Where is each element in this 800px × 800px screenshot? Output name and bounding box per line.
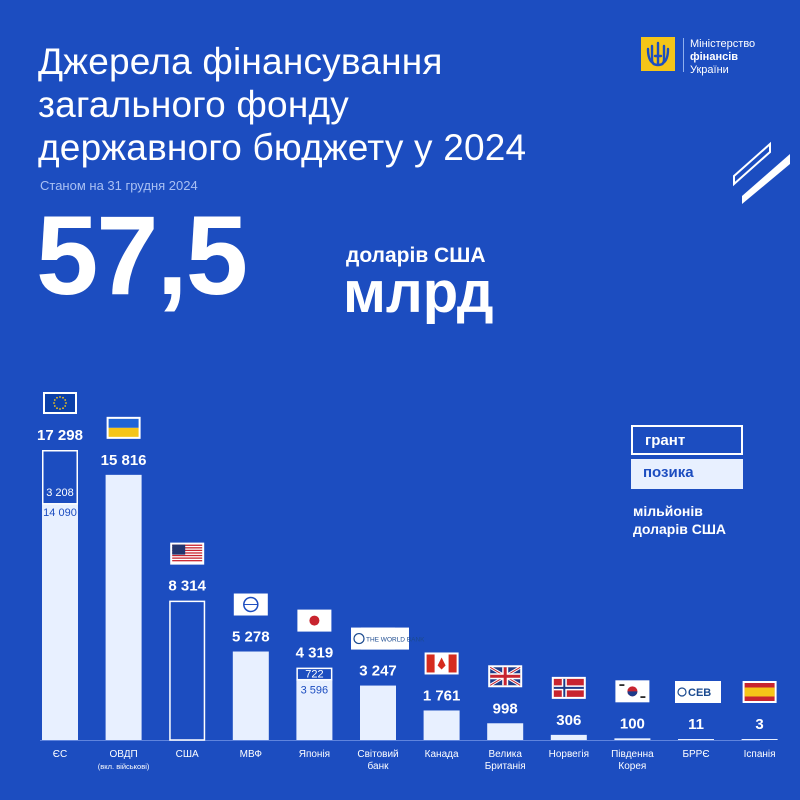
bar-total-label: 3 — [755, 716, 763, 733]
legend-unit-line: мільйонів — [633, 503, 703, 519]
bar-loan — [423, 710, 460, 740]
legend-unit-line: доларів США — [633, 521, 726, 537]
category-label: МВФ — [240, 749, 263, 760]
legend-grant: грант — [631, 425, 743, 455]
svg-text:CEB: CEB — [688, 687, 711, 699]
bar-total-label: 4 319 — [296, 645, 334, 662]
total-unit-scale: млрд — [343, 260, 494, 325]
category-label: Іспанія — [744, 749, 776, 760]
bar-loan — [614, 738, 651, 740]
category-label: ОВДП — [109, 749, 137, 760]
category-label: Канада — [425, 749, 459, 760]
title-line: державного бюджету у 2024 — [38, 127, 527, 168]
logo-divider — [683, 38, 684, 72]
title-line: загального фонду — [38, 84, 349, 125]
category-label: банк — [368, 760, 390, 772]
category-label: Велика — [488, 749, 522, 760]
eu-flag-icon — [43, 392, 77, 414]
category-sublabel: (вкл. військові) — [98, 762, 150, 771]
page-title: Джерела фінансування загального фонду де… — [38, 40, 526, 169]
total-value: 57,5 — [36, 193, 248, 318]
total-unit-currency: доларів США — [346, 244, 486, 267]
bar-total-label: 3 247 — [359, 663, 397, 680]
bar-total-label: 100 — [620, 715, 645, 732]
norway-flag-icon — [551, 676, 586, 699]
category-label: Світовий — [357, 749, 398, 760]
bar-loan — [550, 734, 587, 740]
category-label: Корея — [618, 761, 646, 772]
bar-loan — [105, 474, 142, 740]
bar-grant — [296, 667, 333, 681]
trident-icon — [641, 37, 675, 71]
bar-total-label: 17 298 — [37, 427, 83, 444]
category-label: Південна — [611, 749, 654, 760]
bar-grant — [169, 600, 206, 741]
canada-flag-icon — [424, 652, 459, 675]
spain-flag-icon — [742, 681, 777, 703]
bar-total-label: 1 761 — [423, 687, 461, 704]
bar-loan — [678, 739, 714, 740]
title-line: Джерела фінансування — [38, 41, 443, 82]
decorative-stripes-icon — [733, 141, 790, 204]
bar-loan — [296, 679, 333, 740]
bar-total-label: 306 — [556, 712, 581, 729]
svg-text:THE WORLD BANK: THE WORLD BANK — [366, 637, 425, 644]
category-label: США — [176, 749, 199, 760]
bar-loan — [741, 739, 778, 740]
uk-flag-icon — [488, 665, 523, 688]
ukraine-flag-icon — [106, 416, 141, 439]
ceb-logo-icon: CEB — [675, 681, 721, 703]
bar-total-label: 11 — [688, 716, 704, 733]
category-label: Японія — [299, 749, 330, 760]
legend-loan: позика — [631, 459, 743, 489]
date-note: Станом на 31 грудня 2024 — [40, 178, 198, 193]
bar-loan — [360, 685, 396, 740]
bar-loan — [42, 503, 78, 740]
bar-loan — [232, 651, 269, 740]
category-label: БРРЄ — [682, 749, 709, 760]
imf-logo-icon — [233, 593, 268, 616]
bar-loan — [487, 723, 524, 740]
japan-flag-icon — [297, 609, 332, 632]
ministry-logo: Міністерство фінансів України — [640, 36, 755, 79]
logo-line: України — [690, 64, 729, 76]
category-label: ЄС — [53, 749, 67, 760]
bar-total-label: 998 — [493, 700, 518, 717]
bar-total-label: 8 314 — [168, 578, 206, 595]
bar-total-label: 15 816 — [101, 452, 147, 469]
logo-text: Міністерство фінансів України — [690, 38, 755, 77]
bar-grant-label: 722 — [305, 669, 323, 681]
legend-unit: мільйонів доларів США — [633, 502, 726, 538]
x-axis-line — [40, 740, 760, 741]
world-bank-logo-icon: THE WORLD BANK — [351, 627, 425, 650]
korea-flag-icon — [615, 680, 650, 703]
logo-line: фінансів — [690, 51, 739, 63]
category-label: Норвегія — [549, 749, 589, 760]
bar-loan-label: 3 596 — [301, 685, 329, 697]
bar-grant-label: 3 208 — [46, 487, 74, 499]
bar-loan-label: 14 090 — [43, 507, 77, 519]
category-label: Британія — [485, 761, 526, 772]
bar-total-label: 5 278 — [232, 629, 270, 646]
bar-grant — [42, 450, 78, 505]
logo-line: Міністерство — [690, 38, 756, 50]
usa-flag-icon — [170, 542, 205, 565]
